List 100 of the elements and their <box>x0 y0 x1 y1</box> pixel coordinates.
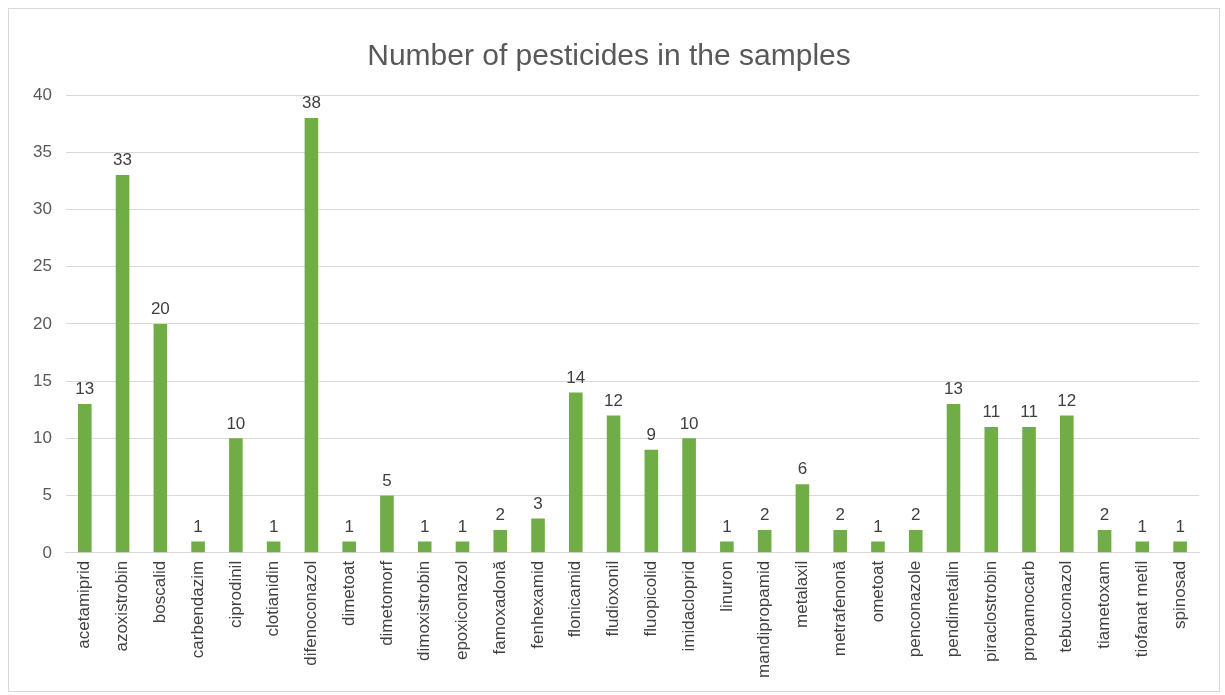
bar <box>1022 426 1036 553</box>
x-tick-label: tiofanat metil <box>1132 560 1152 658</box>
data-label: 9 <box>646 425 657 444</box>
bar <box>908 529 923 553</box>
bar <box>78 404 92 553</box>
x-tick-label: ciprodinil <box>225 560 245 628</box>
chart-title: Number of pesticides in the samples <box>367 38 851 72</box>
bar <box>720 541 734 553</box>
bar <box>417 541 432 553</box>
data-label: 1 <box>193 516 203 536</box>
data-label: 1 <box>873 516 883 536</box>
x-tick-label: famoxadonă <box>489 560 509 655</box>
bar <box>191 541 205 553</box>
x-tick-label: tebuconazol <box>1056 560 1076 653</box>
bar <box>115 175 130 553</box>
x-tick-label: carbendazim <box>187 560 207 659</box>
x-tick-label: linuron <box>716 560 736 612</box>
x-tick-label: tiametoxam <box>1094 560 1114 649</box>
x-tick-label: pendimetalin <box>943 560 963 658</box>
bar <box>493 529 508 553</box>
bar <box>946 404 961 553</box>
data-label: 38 <box>301 93 321 113</box>
bar <box>1060 415 1074 553</box>
x-tick-label: imidacloprid <box>678 560 698 652</box>
x-tick-label: mandipropamid <box>754 560 774 679</box>
data-label: 14 <box>566 367 586 387</box>
data-label: 12 <box>604 390 624 410</box>
bar <box>644 449 659 553</box>
bar <box>266 541 281 553</box>
bar <box>304 117 319 553</box>
data-label: 2 <box>495 505 505 525</box>
bar <box>153 323 168 553</box>
x-tick-label: spinosad <box>1169 560 1189 629</box>
data-label: 5 <box>382 470 392 490</box>
data-label: 2 <box>910 505 921 525</box>
data-label: 12 <box>1057 390 1077 410</box>
bar <box>871 541 885 553</box>
data-label: 11 <box>1020 402 1038 422</box>
y-tick-label: 20 <box>32 313 52 333</box>
x-tick-label: clotianidin <box>263 560 283 637</box>
y-tick-label: 0 <box>42 542 52 562</box>
bar <box>229 438 243 553</box>
data-label: 6 <box>797 459 808 479</box>
x-tick-label: penconazole <box>905 560 925 658</box>
x-tick-label: difenoconazol <box>301 560 321 666</box>
x-tick-label: dimetomorf <box>376 560 396 646</box>
data-label: 1 <box>722 516 732 536</box>
data-label: 1 <box>344 516 354 536</box>
x-tick-label: piraclostrobin <box>980 560 1000 662</box>
x-tick-label: acetamiprid <box>74 560 94 649</box>
data-label: 10 <box>226 413 246 433</box>
bar <box>795 484 810 553</box>
bar <box>984 426 999 553</box>
data-label: 10 <box>679 413 699 433</box>
data-label: 2 <box>759 505 770 525</box>
bar <box>1173 541 1187 553</box>
data-label: 11 <box>982 402 1001 422</box>
bar <box>757 529 772 553</box>
x-tick-label: azoxistrobin <box>112 560 132 652</box>
x-tick-label: fludioxonil <box>603 560 623 637</box>
x-tick-label: fluopicolid <box>641 560 661 637</box>
x-tick-label: ometoat <box>867 560 887 623</box>
x-tick-label: dimoxistrobin <box>414 560 434 661</box>
x-tick-label: fenhexamid <box>527 560 547 649</box>
bar <box>833 529 847 553</box>
x-tick-label: metrafenonă <box>829 560 849 657</box>
bar <box>455 541 470 553</box>
bar <box>342 541 356 553</box>
bar <box>531 518 545 553</box>
y-tick-label: 35 <box>32 141 52 161</box>
data-label: 1 <box>1137 516 1148 536</box>
bar <box>1097 529 1112 553</box>
x-tick-label: epoxiconazol <box>452 560 472 661</box>
x-tick-label: dimetoat <box>338 560 358 627</box>
y-tick-label: 5 <box>42 485 52 505</box>
bar <box>569 392 583 553</box>
data-label: 1 <box>1175 516 1185 536</box>
x-tick-label: flonicamid <box>565 560 585 638</box>
y-tick-label: 40 <box>32 84 52 104</box>
data-label: 2 <box>1099 505 1110 525</box>
y-tick-label: 30 <box>32 199 52 219</box>
data-label: 3 <box>533 493 543 513</box>
bar <box>380 495 394 553</box>
bar <box>606 415 621 553</box>
bar <box>1135 541 1150 553</box>
data-label: 2 <box>835 505 845 525</box>
y-tick-label: 25 <box>32 256 52 276</box>
x-tick-label: metalaxil <box>792 560 812 628</box>
y-tick-label: 10 <box>32 428 52 448</box>
x-tick-label: propamocarb <box>1018 560 1038 661</box>
y-tick-label: 15 <box>32 370 52 390</box>
data-label: 13 <box>75 379 95 399</box>
data-label: 1 <box>419 516 430 536</box>
data-label: 20 <box>150 299 170 319</box>
bar <box>682 438 696 553</box>
data-label: 1 <box>268 516 279 536</box>
data-label: 33 <box>113 150 133 170</box>
data-label: 13 <box>944 379 963 399</box>
data-label: 1 <box>457 516 468 536</box>
x-tick-label: boscalid <box>150 560 170 624</box>
